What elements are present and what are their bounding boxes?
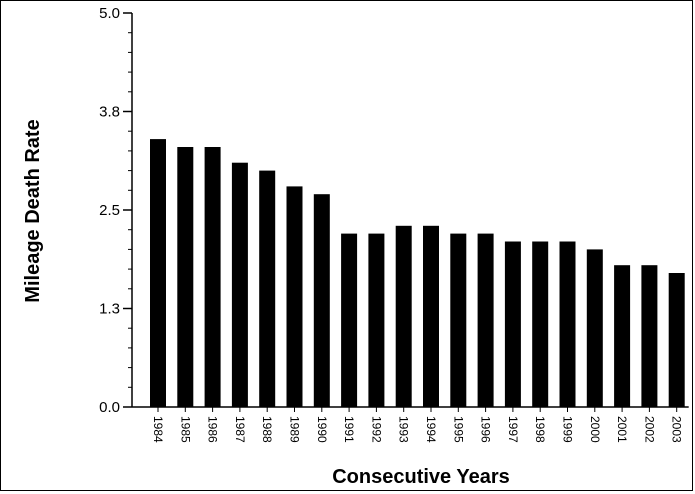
bar-1984 [150,139,166,407]
bar-1998 [532,241,549,407]
labels-layer: 0.0 1.3 2.5 3.8 5.0 1984 1985 1986 1987 1988 1989 1… [99,5,684,443]
bar-1986 [204,147,221,407]
bar-1995 [450,233,467,407]
bar-1992 [368,233,385,407]
bar-1999 [559,241,576,407]
y-tick-label: 3.8 [99,104,120,121]
axes-layer [123,12,689,412]
x-tick-label: 1996 [479,416,493,443]
bar-1985 [177,147,194,407]
bar-1990 [313,194,330,407]
y-tick-label: 0.0 [99,399,120,416]
x-tick-label: 1994 [424,416,438,443]
x-tick-label: 1985 [178,416,192,443]
bar-2000 [586,249,603,407]
x-tick-label: 2000 [588,416,602,443]
x-tick-label: 1988 [260,416,274,443]
y-tick-label: 2.5 [99,202,120,219]
bar-1997 [504,241,521,407]
bar-1996 [477,233,494,407]
bar-1988 [259,170,276,407]
bar-1991 [341,233,358,407]
bar-1994 [423,225,439,407]
bar-1987 [231,162,248,407]
bar-2002 [641,265,658,407]
y-tick-label: 1.3 [99,301,120,318]
x-tick-label: 1984 [151,416,165,443]
x-axis-title: Consecutive Years [332,466,510,488]
x-tick-label: 2002 [642,416,656,443]
x-tick-label: 1997 [506,416,520,443]
bar-2003 [668,273,685,407]
x-tick-label: 1995 [451,416,465,443]
bars-layer [150,139,685,407]
bar-2001 [614,265,631,407]
x-tick-label: 1999 [561,416,575,443]
x-tick-label: 2001 [615,416,629,443]
x-tick-label: 1989 [288,416,302,443]
bar-1993 [395,225,412,407]
x-tick-label: 2003 [670,416,684,443]
x-tick-label: 1990 [315,416,329,443]
bar-1989 [286,186,303,407]
y-tick-label: 5.0 [99,5,120,22]
x-tick-label: 1998 [533,416,547,443]
x-tick-label: 1992 [369,416,383,443]
x-tick-label: 1993 [397,416,411,443]
x-tick-label: 1986 [206,416,220,443]
y-axis-title: Mileage Death Rate [22,119,44,302]
x-tick-label: 1991 [342,416,356,443]
x-tick-label: 1987 [233,416,247,443]
